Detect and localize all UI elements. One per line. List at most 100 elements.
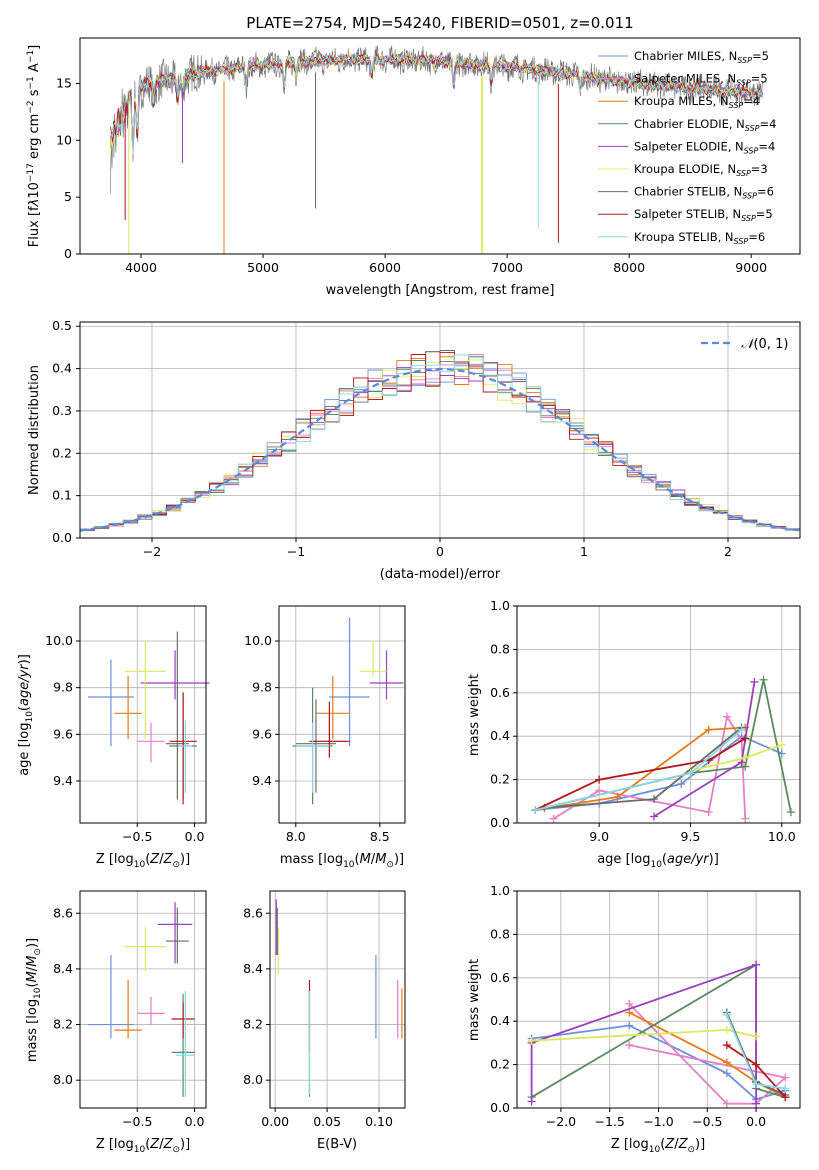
weight-marker xyxy=(741,734,750,743)
x-tick-label: −0.5 xyxy=(122,829,152,844)
x-tick-label: 7000 xyxy=(491,260,523,275)
y-tick-label: 1.0 xyxy=(490,598,510,613)
extinction-xlabel: E(B-V) xyxy=(317,1137,357,1152)
axis-label: Z [log10(Z/Z⊙)] xyxy=(96,1137,190,1155)
weight-marker xyxy=(722,1069,731,1078)
histogram-xlabel: (data-model)/error xyxy=(380,567,501,582)
x-tick-label: −1 xyxy=(287,544,305,559)
weight-marker xyxy=(722,1010,731,1019)
x-tick-label: 5000 xyxy=(247,260,279,275)
weight-series-line xyxy=(535,726,746,811)
weight-marker xyxy=(625,1021,634,1030)
y-tick-label: 0.4 xyxy=(490,1013,510,1028)
spectrum-series-line xyxy=(110,53,764,155)
x-tick-label: 0 xyxy=(436,544,444,559)
x-tick-label: 1 xyxy=(580,544,588,559)
y-tick-label: 0.4 xyxy=(490,728,510,743)
axis-label: mass [log10(M/M⊙)] xyxy=(25,938,43,1062)
weight-marker xyxy=(741,814,750,823)
weight-marker xyxy=(781,1084,790,1093)
weight-vs-metallicity-panel: −2.0 −1.5 −1.0 −0.5 0.0 0.0 0.2 0.4 0.6 0.8 1.0 xyxy=(490,883,801,1129)
y-tick-label: 0.0 xyxy=(490,1100,510,1115)
x-tick-label: −0.5 xyxy=(692,1114,722,1129)
age-vs-metallicity-panel: −0.5 0.0 9.4 9.6 9.8 10.0 xyxy=(45,605,210,844)
x-tick-label: 4000 xyxy=(125,260,157,275)
y-tick-label: 8.4 xyxy=(53,961,73,976)
weight-marker xyxy=(625,999,634,1008)
y-tick-label: 8.0 xyxy=(53,1072,73,1087)
x-tick-label: 0.0 xyxy=(185,829,205,844)
weight-vs-age-panel: 9.0 9.5 10.0 0.0 0.2 0.4 0.6 0.8 1.0 xyxy=(490,598,801,844)
axis-label: mass weight xyxy=(467,674,482,756)
y-tick-label: 1.0 xyxy=(490,883,510,898)
weight-marker xyxy=(686,769,695,778)
weight-marker xyxy=(549,814,558,823)
axis-label: Z [log10(Z/Z⊙)] xyxy=(611,1137,705,1155)
y-tick-label: 9.6 xyxy=(252,726,272,741)
x-tick-label: 8.5 xyxy=(370,829,390,844)
spectrum-legend: Chabrier MILES, NSSP=5 Salpeter MILES, NS… xyxy=(598,49,776,246)
x-tick-label: −1.5 xyxy=(595,1114,625,1129)
x-tick-label: −2.0 xyxy=(546,1114,576,1129)
normal-legend-label: 𝒩(0, 1) xyxy=(741,337,788,352)
weight-marker xyxy=(752,1099,761,1108)
normal-curve xyxy=(79,367,801,532)
axis-label: Z [log10(Z/Z⊙)] xyxy=(96,852,190,870)
spectrum-frame xyxy=(79,37,801,255)
plot-content xyxy=(527,960,790,1108)
y-tick-label: 0.8 xyxy=(490,641,510,656)
weight-marker xyxy=(786,808,795,817)
x-tick-label: 9.5 xyxy=(681,829,701,844)
legend-label: Kroupa ELODIE, NSSP=3 xyxy=(634,162,768,178)
y-tick-label: 9.8 xyxy=(252,680,272,695)
y-tick-label: 0.5 xyxy=(52,318,72,333)
y-tick-label: 9.4 xyxy=(252,773,272,788)
weight-marker xyxy=(704,725,713,734)
weight-marker xyxy=(722,1025,731,1034)
legend-label: Salpeter STELIB, NSSP=5 xyxy=(634,207,773,223)
mass-vs-metallicity-panel: −0.5 0.0 8.0 8.2 8.4 8.6 xyxy=(53,890,207,1129)
y-tick-label: 0.0 xyxy=(52,530,72,545)
y-tick-label: 0.2 xyxy=(490,1057,510,1072)
y-tick-label: 10 xyxy=(56,132,72,147)
x-tick-label: 0.00 xyxy=(261,1114,289,1129)
weight-marker xyxy=(750,677,759,686)
plot-content xyxy=(275,899,403,1097)
plot-frame xyxy=(516,605,801,824)
weight-marker xyxy=(741,762,750,771)
weight-marker xyxy=(722,1099,731,1108)
legend-label: Chabrier STELIB, NSSP=6 xyxy=(634,185,774,201)
weight-marker xyxy=(595,786,604,795)
weight-marker xyxy=(677,779,686,788)
y-tick-label: 9.4 xyxy=(53,773,73,788)
y-tick-label: 0 xyxy=(64,246,72,261)
mass-vs-extinction-panel: 0.00 0.05 0.10 8.0 8.2 8.4 8.6 xyxy=(243,890,406,1129)
weight-marker xyxy=(741,753,750,762)
x-tick-label: 0.0 xyxy=(746,1114,766,1129)
x-tick-label: 0.0 xyxy=(185,1114,205,1129)
y-tick-label: 8.6 xyxy=(243,905,263,920)
y-tick-label: 5 xyxy=(64,189,72,204)
y-tick-label: 8.6 xyxy=(53,905,73,920)
axis-label: mass [log10(M/M⊙)] xyxy=(280,852,404,870)
x-tick-label: 8.0 xyxy=(286,829,306,844)
y-tick-label: 0.3 xyxy=(52,403,72,418)
x-tick-label: 6000 xyxy=(369,260,401,275)
x-tick-label: 0.05 xyxy=(313,1114,341,1129)
weight-series-line xyxy=(653,681,756,818)
weight-marker xyxy=(527,1036,536,1045)
weight-series-line xyxy=(628,1011,786,1098)
weight-marker xyxy=(649,795,658,804)
weight-marker xyxy=(759,675,768,684)
plot-frame xyxy=(79,605,207,824)
x-tick-label: −1.0 xyxy=(643,1114,673,1129)
y-tick-label: 0.4 xyxy=(52,361,72,376)
weight-marker xyxy=(722,712,731,721)
y-tick-label: 0.6 xyxy=(490,685,510,700)
y-tick-label: 9.8 xyxy=(53,680,73,695)
legend-label: Salpeter ELODIE, NSSP=4 xyxy=(634,139,775,155)
axis-label: mass weight xyxy=(467,959,482,1041)
x-tick-label: 2 xyxy=(724,544,732,559)
plot-content xyxy=(292,617,404,805)
